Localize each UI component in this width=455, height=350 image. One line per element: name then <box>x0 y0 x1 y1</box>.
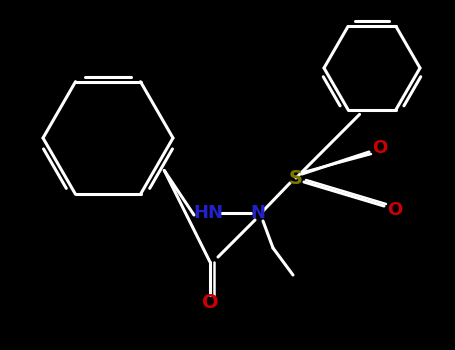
Text: HN: HN <box>193 204 223 222</box>
Text: N: N <box>251 204 266 222</box>
Text: S: S <box>289 168 303 188</box>
Text: O: O <box>372 139 388 157</box>
Text: O: O <box>387 201 403 219</box>
Text: O: O <box>202 294 218 313</box>
